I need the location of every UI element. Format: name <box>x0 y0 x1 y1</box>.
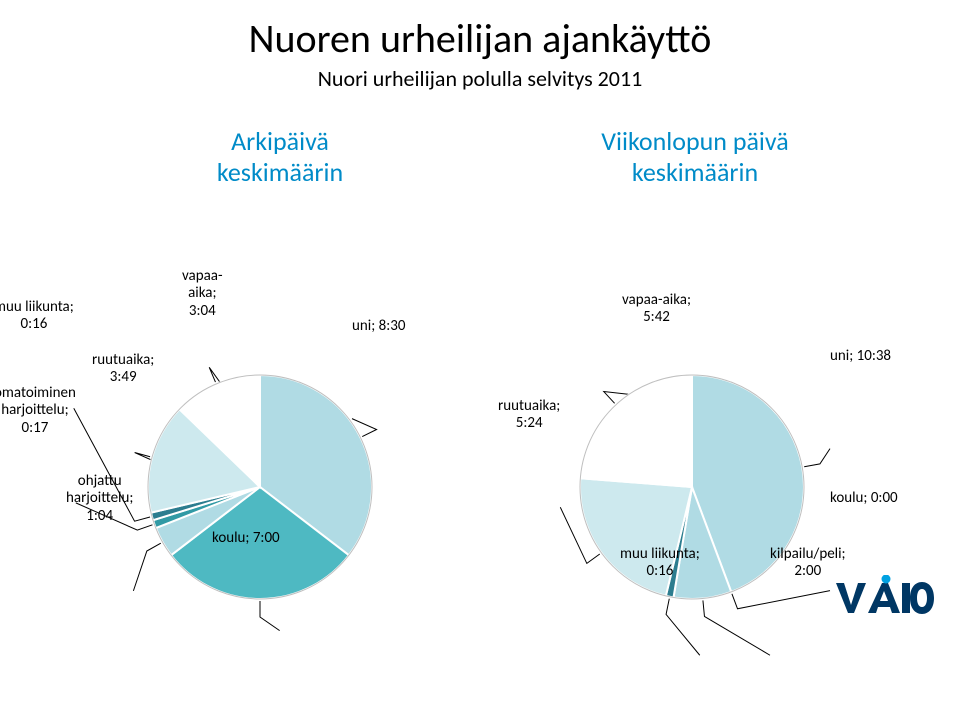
left-label-oma: omatoiminen harjoittelu; 0:17 <box>0 385 76 437</box>
right-label-vapaa: vapaa-aika; 5:42 <box>622 292 691 327</box>
left-label-koulu: koulu; 7:00 <box>212 530 280 547</box>
right-label-koulu: koulu; 0:00 <box>830 490 898 507</box>
left-label-ohj: ohjattu harjoittelu; 1:04 <box>66 473 133 525</box>
right-leader-kilp <box>703 600 770 655</box>
left-label-muu: muu liikunta; 0:16 <box>0 299 74 334</box>
valo-logo <box>834 575 934 622</box>
right-leader-uni <box>804 449 830 467</box>
left-label-uni: uni; 8:30 <box>352 318 405 335</box>
left-label-vapaa: vapaa- aika; 3:04 <box>182 268 223 320</box>
right-label-ruutu: ruutuaika; 5:24 <box>498 398 560 433</box>
right-leader-muu <box>666 599 700 656</box>
page-subtitle: Nuori urheilijan polulla selvitys 2011 <box>0 65 960 92</box>
right-slice-vapaa <box>580 375 692 487</box>
left-label-ruutu: ruutuaika; 3:49 <box>92 352 154 387</box>
right-label-muu: muu liikunta; 0:16 <box>620 546 700 581</box>
page-title: Nuoren urheilijan ajankäyttö <box>0 14 960 63</box>
right-chart-svg <box>0 92 960 728</box>
right-label-uni: uni; 10:38 <box>830 348 891 365</box>
right-leader-koulu <box>732 591 830 609</box>
